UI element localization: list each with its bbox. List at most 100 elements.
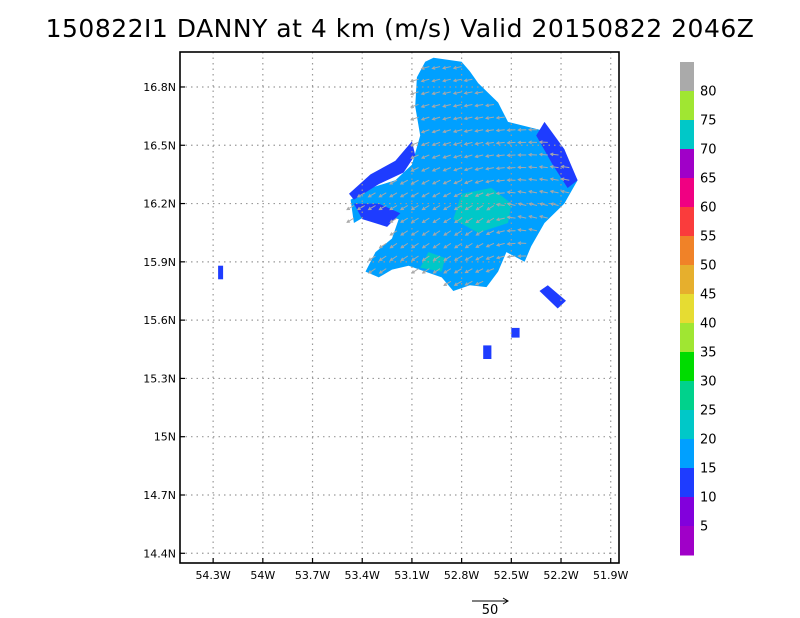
colorbar-label-8: 45 <box>700 288 717 303</box>
y-tick-label-3: 15.9N <box>143 256 176 269</box>
wind-vector-139 <box>474 154 484 159</box>
wind-vector-159 <box>495 255 505 260</box>
wind-vector-184 <box>517 228 527 232</box>
wind-vector-14 <box>389 242 398 249</box>
wind-vector-127 <box>463 91 473 95</box>
wind-vector-72 <box>431 103 441 108</box>
wind-vector-195 <box>528 202 538 207</box>
wind-vector-163 <box>495 202 505 207</box>
wind-vector-87 <box>442 141 452 146</box>
wind-vector-50 <box>421 167 430 172</box>
x-tick-label-7: 52.2W <box>543 569 578 582</box>
y-tick-label-4: 15.6N <box>143 314 176 327</box>
colorbar-label-5: 30 <box>700 375 717 390</box>
wind-vector-192 <box>517 128 527 132</box>
wind-vector-21 <box>400 242 409 249</box>
wind-vector-150 <box>486 205 495 211</box>
wind-vector-124 <box>463 129 473 133</box>
vector-reference: 50 <box>472 597 509 618</box>
wind-vector-88 <box>442 129 452 134</box>
colorbar-label-14: 75 <box>700 114 717 129</box>
wind-vector-186 <box>517 202 527 206</box>
x-tick-label-5: 52.8W <box>444 569 479 582</box>
wind-vector-101 <box>453 192 462 198</box>
y-tick-label-1: 16.5N <box>143 139 176 152</box>
wind-vector-93 <box>442 66 451 70</box>
wind-vector-174 <box>506 215 516 220</box>
wind-vector-156 <box>484 128 495 133</box>
reference-arrow-head <box>502 597 509 605</box>
wind-vector-107 <box>452 116 462 121</box>
wind-vector-57 <box>420 78 430 83</box>
wind-vector-25 <box>399 192 409 198</box>
wind-vector-113 <box>464 268 473 274</box>
wind-vector-59 <box>432 268 441 274</box>
wind-field-2 <box>353 203 401 227</box>
colorbar-label-15: 80 <box>700 85 717 100</box>
wind-vector-203 <box>538 202 548 207</box>
wind-vector-84 <box>442 179 452 185</box>
wind-vector-10 <box>378 242 387 249</box>
wind-vector-63 <box>432 217 441 223</box>
wind-vector-36 <box>410 154 419 159</box>
wind-vector-199 <box>527 152 538 157</box>
wind-vector-157 <box>484 116 495 120</box>
wind-vector-53 <box>420 129 430 134</box>
wind-vector-123 <box>463 141 473 146</box>
colorbar-label-12: 65 <box>700 172 717 187</box>
wind-vector-78 <box>443 255 452 261</box>
wind-vector-167 <box>495 153 505 158</box>
colorbar-label-10: 55 <box>700 230 717 245</box>
wind-vector-23 <box>400 217 409 223</box>
wind-vector-48 <box>421 192 430 198</box>
wind-vector-71 <box>431 116 441 121</box>
x-tick-label-8: 51.9W <box>593 569 628 582</box>
wind-vector-58 <box>420 66 430 70</box>
wind-field-9 <box>511 327 520 338</box>
wind-vector-28 <box>411 255 419 262</box>
wind-vector-62 <box>432 230 441 236</box>
wind-vector-116 <box>464 230 473 236</box>
wind-vector-198 <box>527 165 538 170</box>
wind-vector-31 <box>410 217 419 223</box>
wind-vector-109 <box>452 91 462 95</box>
wind-vector-194 <box>528 214 538 219</box>
wind-vector-111 <box>452 65 462 70</box>
wind-vector-108 <box>452 103 462 108</box>
wind-vector-30 <box>410 230 419 236</box>
wind-vector-56 <box>420 91 430 96</box>
wind-vector-206 <box>538 165 548 169</box>
wind-vector-134 <box>475 217 484 224</box>
wind-vector-27 <box>411 268 419 274</box>
reference-label: 50 <box>482 603 499 618</box>
wind-vector-67 <box>431 167 441 172</box>
wind-vector-204 <box>538 189 548 194</box>
wind-vector-15 <box>389 230 398 236</box>
wind-vector-173 <box>506 228 516 233</box>
wind-vector-110 <box>452 78 462 83</box>
wind-vector-153 <box>485 166 495 171</box>
wind-vector-91 <box>442 91 451 96</box>
wind-vector-172 <box>506 242 516 246</box>
wind-vector-118 <box>464 205 473 211</box>
wind-vector-22 <box>400 230 409 236</box>
wind-vector-73 <box>431 91 441 96</box>
wind-vector-1 <box>346 205 355 211</box>
y-tick-label-7: 14.7N <box>143 489 176 502</box>
wind-vector-146 <box>485 255 495 260</box>
wind-vector-180 <box>506 140 516 145</box>
wind-vector-77 <box>443 268 452 274</box>
wind-vector-133 <box>475 230 484 236</box>
wind-vector-43 <box>421 255 430 262</box>
y-tick-label-8: 14.4N <box>143 547 176 560</box>
wind-vector-143 <box>474 103 484 108</box>
x-tick-label-0: 54.3W <box>195 569 230 582</box>
wind-vector-209 <box>549 202 559 207</box>
wind-vector-170 <box>495 115 505 120</box>
wind-vector-24 <box>400 205 409 211</box>
wind-vector-19 <box>389 179 398 185</box>
wind-vector-20 <box>400 255 409 262</box>
y-axis-ticks: 16.8N 16.5N 16.2N 15.9N 15.6N 15.3N 15N 14.7N 14… <box>143 81 185 560</box>
wind-vector-8 <box>378 268 387 274</box>
wind-vector-105 <box>452 141 462 146</box>
